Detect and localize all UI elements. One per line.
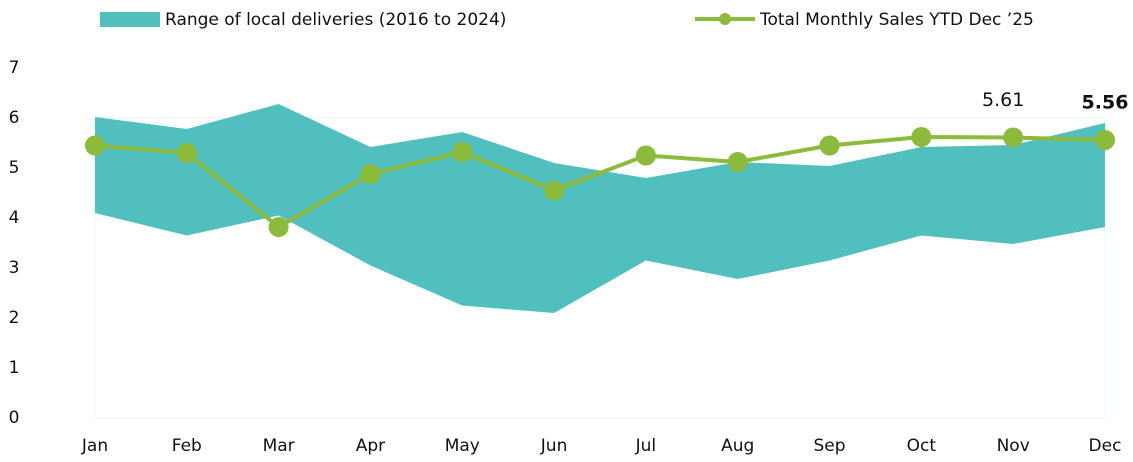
point — [1095, 130, 1115, 150]
x-tick-label: Mar — [263, 436, 295, 456]
point — [911, 127, 932, 147]
data-label: 5.61 — [982, 89, 1024, 111]
y-tick-label: 6 — [9, 108, 20, 128]
point — [85, 135, 105, 156]
range-area — [95, 104, 1105, 313]
line — [94, 134, 1106, 230]
point — [819, 135, 840, 156]
point — [360, 164, 381, 184]
plot-frame — [94, 117, 1106, 419]
y-tick-label: 1 — [9, 358, 20, 378]
y-tick-label: 0 — [9, 408, 20, 428]
legend-swatch — [100, 12, 160, 27]
point — [635, 145, 656, 166]
x-tick-label: Jun — [540, 436, 568, 456]
legend-swatch — [719, 13, 731, 25]
y-tick-label: 4 — [9, 208, 20, 228]
point — [1003, 127, 1024, 148]
x-tick-label: Nov — [997, 436, 1030, 456]
y-tick-label: 7 — [9, 58, 20, 78]
x-tick-label: Feb — [172, 436, 202, 456]
point — [727, 152, 748, 172]
x-tick-label: Sep — [814, 436, 846, 456]
y-tick-label: 3 — [9, 258, 20, 278]
point — [176, 143, 197, 163]
y-tick-label: 5 — [9, 158, 20, 178]
x-tick-label: Aug — [721, 436, 754, 456]
point — [268, 217, 289, 237]
x-tick-label: Dec — [1089, 436, 1122, 456]
x-tick-label: May — [445, 436, 480, 456]
x-tick-label: Oct — [907, 436, 937, 456]
y-tick-label: 2 — [9, 308, 20, 328]
x-tick-label: Jan — [81, 436, 108, 456]
legend-label: Range of local deliveries (2016 to 2024) — [165, 10, 506, 30]
legend-label: Total Monthly Sales YTD Dec ’25 — [759, 10, 1034, 30]
point — [452, 142, 473, 162]
point — [544, 180, 565, 201]
x-tick-label: Apr — [356, 436, 385, 456]
data-label: 5.56 — [1082, 92, 1129, 114]
x-tick-label: Jul — [635, 436, 657, 456]
